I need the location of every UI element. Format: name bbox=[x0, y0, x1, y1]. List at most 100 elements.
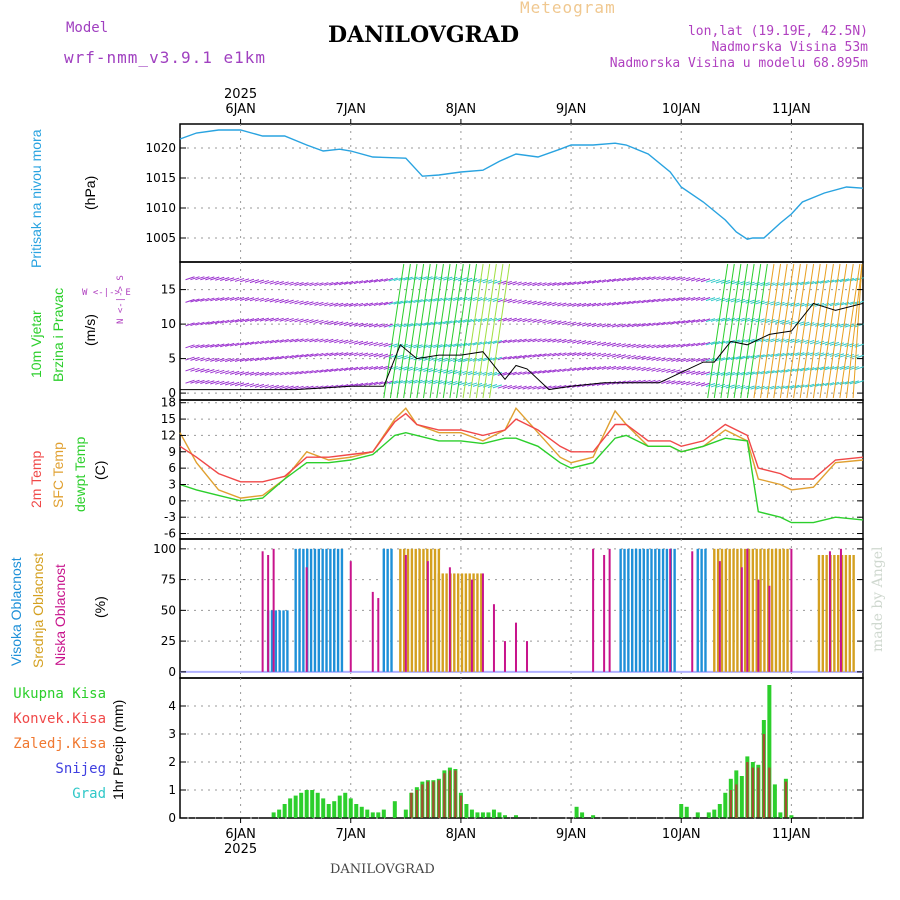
wind-barb bbox=[373, 278, 384, 283]
y-tick-label: 4 bbox=[168, 699, 176, 713]
total-precip-bar bbox=[293, 795, 298, 818]
low-cloud-bar bbox=[267, 554, 270, 672]
wind-barb bbox=[547, 352, 557, 357]
total-precip-bar bbox=[723, 792, 728, 818]
wind-barb bbox=[557, 352, 567, 357]
conv-precip-bar bbox=[437, 780, 441, 818]
wind-barb bbox=[666, 297, 676, 302]
wind-barb bbox=[661, 297, 671, 302]
wind-barb bbox=[358, 302, 369, 307]
precip-legend-total: Ukupna Kisa bbox=[13, 686, 106, 702]
wind-barb bbox=[527, 353, 537, 358]
wind-barb bbox=[805, 280, 815, 285]
wind-barb bbox=[532, 318, 542, 323]
wind-barb bbox=[814, 322, 825, 327]
low-cloud-bar bbox=[691, 551, 694, 672]
wind-barb bbox=[368, 352, 379, 357]
wind-barb bbox=[487, 371, 498, 376]
wind-barb bbox=[185, 344, 195, 349]
mid-cloud-bar bbox=[720, 548, 724, 672]
wind-barb bbox=[507, 317, 517, 322]
mid-cloud-bar bbox=[476, 573, 479, 672]
wind-barb bbox=[671, 369, 681, 374]
wind-barb bbox=[225, 381, 235, 386]
wind-barb bbox=[442, 263, 464, 399]
wind-barb bbox=[641, 367, 651, 372]
wind-barb bbox=[195, 298, 205, 303]
wind-barb bbox=[542, 301, 552, 306]
wind-barb bbox=[195, 321, 205, 326]
wind-barb bbox=[239, 341, 250, 346]
wind-barb bbox=[383, 343, 393, 348]
wind-barb bbox=[378, 353, 388, 358]
wind-barb bbox=[770, 338, 780, 343]
wind-barb bbox=[324, 368, 334, 373]
wind-barb bbox=[343, 339, 354, 344]
wind-barb bbox=[591, 352, 602, 357]
wind-barb bbox=[686, 381, 696, 386]
wind-barb bbox=[264, 356, 274, 361]
wind-barb bbox=[806, 263, 828, 399]
wind-compass-we: W <-|-> E bbox=[82, 288, 131, 298]
wind-barb bbox=[259, 317, 270, 322]
wind-barb bbox=[557, 338, 567, 343]
wind-barb bbox=[229, 370, 240, 375]
mid-cloud-bar bbox=[786, 548, 789, 672]
total-precip-bar bbox=[326, 804, 331, 818]
wind-barb bbox=[408, 344, 418, 349]
wind-barb bbox=[527, 282, 537, 287]
wind-barb bbox=[353, 322, 364, 327]
high-cloud-bar bbox=[309, 548, 313, 672]
wind-barb bbox=[418, 298, 428, 303]
conv-precip-bar bbox=[729, 790, 733, 818]
wind-barb bbox=[477, 341, 488, 346]
wind-barb bbox=[522, 281, 532, 286]
wind-barb bbox=[616, 354, 626, 359]
wind-barb bbox=[319, 352, 329, 357]
wind-barb bbox=[780, 282, 790, 287]
mid-cloud-bar bbox=[429, 548, 433, 672]
wind-barb bbox=[824, 302, 835, 307]
wind-barb bbox=[656, 298, 666, 303]
low-cloud-bar bbox=[603, 554, 606, 672]
y-tick-label: 100 bbox=[153, 542, 176, 556]
wind-barb bbox=[695, 342, 706, 347]
low-cloud-bar bbox=[261, 551, 264, 672]
wind-barb bbox=[220, 381, 230, 386]
total-precip-bar bbox=[712, 809, 717, 818]
wind-barb bbox=[368, 365, 379, 370]
wind-barb bbox=[348, 322, 359, 327]
wind-barb bbox=[456, 263, 477, 399]
wind-barb bbox=[234, 371, 245, 376]
wind-barb bbox=[631, 366, 641, 371]
wind-barb bbox=[378, 278, 388, 283]
wind-barb bbox=[373, 342, 384, 347]
wind-barb bbox=[334, 367, 344, 372]
wind-barb bbox=[185, 379, 195, 384]
wind-barb bbox=[259, 384, 270, 389]
wind-barb bbox=[249, 279, 260, 284]
conv-precip-bar bbox=[784, 781, 788, 818]
wind-barb bbox=[537, 385, 547, 390]
wind-barb bbox=[512, 281, 522, 286]
wind-barb bbox=[239, 278, 250, 283]
wind-barb bbox=[766, 263, 788, 399]
conv-precip-bar bbox=[735, 784, 738, 818]
wind-barb bbox=[244, 371, 255, 376]
wind-barb bbox=[656, 276, 666, 281]
wind-barb bbox=[472, 382, 483, 387]
x-tick-label-bottom: 11JAN bbox=[772, 827, 811, 842]
lonlat-label: lon,lat (19.19E, 42.5N) bbox=[687, 24, 868, 39]
mid-cloud-bar bbox=[759, 548, 762, 672]
wind-barb bbox=[418, 344, 428, 349]
x-tick-label-top: 7JAN bbox=[336, 102, 367, 117]
wind-barb bbox=[205, 276, 215, 281]
total-precip-bar bbox=[480, 812, 485, 818]
mid-cloud-bar bbox=[825, 554, 828, 672]
wind-barb bbox=[824, 323, 835, 328]
wind-barb bbox=[363, 366, 374, 371]
wind-barb bbox=[413, 379, 423, 384]
wind-barb bbox=[244, 297, 255, 302]
low-cloud-bar bbox=[790, 548, 793, 672]
conv-precip-bar bbox=[432, 781, 435, 818]
